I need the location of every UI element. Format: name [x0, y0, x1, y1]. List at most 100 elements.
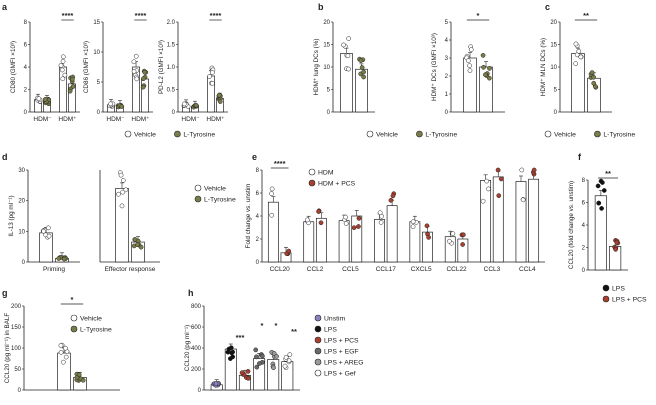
legend-marker: [314, 314, 322, 322]
legend-label: Vehicle: [376, 132, 398, 139]
data-point: [304, 217, 310, 223]
legend-label: L-Tyrosine: [80, 327, 112, 334]
data-point: [239, 370, 245, 376]
data-point: [598, 178, 604, 184]
data-point: [46, 233, 52, 239]
legend-label: LPS + EGF: [324, 349, 359, 356]
data-point: [36, 96, 42, 102]
legend-label: Vehicle: [80, 316, 102, 323]
legend-label: L-Tyrosine: [603, 132, 635, 139]
data-point: [496, 193, 502, 198]
data-point: [245, 376, 251, 381]
data-point: [356, 224, 361, 229]
data-point: [287, 352, 293, 357]
data-point: [61, 256, 67, 262]
y-axis-label: CD86 (GMFI ×10³): [83, 41, 90, 93]
y-tick-label: 6: [582, 201, 586, 207]
x-category-label: Priming: [43, 266, 65, 273]
data-point: [361, 69, 366, 75]
data-point: [216, 92, 222, 98]
data-point: [495, 167, 501, 173]
y-axis-label: CCL20 (pg ml⁻¹): [184, 325, 191, 371]
x-category-label: HDM⁻: [33, 116, 52, 123]
data-point: [253, 347, 259, 353]
significance-label: ****: [135, 11, 147, 20]
data-point: [193, 102, 199, 108]
data-point: [345, 53, 351, 59]
data-point: [578, 54, 584, 60]
data-point: [120, 189, 126, 195]
legend-label: Unstim: [324, 316, 345, 323]
data-point: [483, 72, 488, 78]
significance-label: *: [261, 321, 264, 330]
chart-f1: 0 2 4 6 8 CCL20 (fold change vs. unstim) **: [568, 169, 628, 274]
data-point: [519, 167, 525, 173]
y-tick-label: 0: [198, 388, 202, 394]
data-point: [591, 80, 597, 86]
legend-a: Vehicle L-Tyrosine: [124, 130, 215, 139]
data-point: [119, 104, 125, 109]
y-tick-label: 15: [550, 43, 557, 49]
data-point: [601, 188, 607, 193]
y-tick-label: 10: [93, 50, 100, 56]
data-point: [269, 212, 275, 218]
data-point: [468, 47, 474, 52]
legend-marker: [314, 336, 322, 344]
legend-label: LPS + AREG: [324, 360, 363, 367]
y-tick-label: 20: [323, 20, 330, 26]
data-point: [108, 101, 113, 107]
data-point: [257, 361, 262, 366]
x-category-label: CCL3: [484, 266, 501, 273]
bar: [351, 215, 363, 263]
data-point: [119, 203, 125, 209]
data-point: [118, 172, 124, 178]
bar: [528, 178, 540, 263]
data-point: [346, 36, 352, 41]
y-tick-label: 0: [327, 110, 331, 116]
y-tick-label: 0: [24, 110, 28, 116]
x-category-label: HDM⁻: [181, 116, 200, 123]
legend-marker: [366, 130, 374, 138]
data-point: [465, 58, 471, 63]
bar: [515, 181, 527, 263]
legend-label: LPS + Gef: [324, 371, 356, 378]
data-point: [343, 214, 348, 220]
data-point: [520, 197, 526, 203]
y-tick-label: 5: [554, 88, 558, 94]
y-tick-label: 2: [256, 237, 260, 243]
data-point: [58, 343, 64, 348]
legend-marker: [594, 130, 601, 138]
data-point: [131, 69, 137, 74]
data-point: [123, 187, 129, 193]
y-tick-label: 4: [445, 38, 449, 44]
legend-label: Vehicle: [204, 186, 226, 193]
bar: [57, 352, 71, 391]
significance-label: ***: [236, 333, 245, 342]
data-point: [213, 381, 219, 387]
significance-label: *: [477, 11, 480, 20]
chart-a1: 0 2 4 6 8 CD80 (GMFI ×10³) HDM⁻ HDM⁺ ****: [10, 11, 80, 123]
y-tick-label: 150: [11, 325, 22, 331]
y-tick-label: 0: [554, 110, 558, 116]
panel-label-b: b: [318, 2, 324, 12]
x-category-label: HDM⁺: [206, 116, 225, 123]
y-tick-label: 15: [93, 20, 100, 26]
legend-label: L-Tyrosine: [183, 132, 215, 139]
x-category-label: CCL2: [307, 266, 324, 273]
legend-f: LPS LPS + PCS: [602, 284, 647, 304]
significance-label: ****: [62, 11, 74, 20]
y-tick-label: 6: [24, 43, 28, 49]
data-point: [480, 198, 486, 204]
data-point: [209, 70, 215, 75]
legend-marker: [416, 130, 423, 138]
y-tick-label: 200: [191, 367, 202, 373]
panel-label-c: c: [545, 2, 550, 12]
data-point: [269, 186, 275, 192]
y-tick-label: 2: [582, 246, 586, 252]
x-category-label: CCL5: [342, 266, 359, 273]
data-point: [481, 64, 486, 70]
data-point: [361, 74, 366, 80]
legend-label: L-Tyrosine: [204, 197, 236, 204]
data-point: [181, 101, 187, 107]
